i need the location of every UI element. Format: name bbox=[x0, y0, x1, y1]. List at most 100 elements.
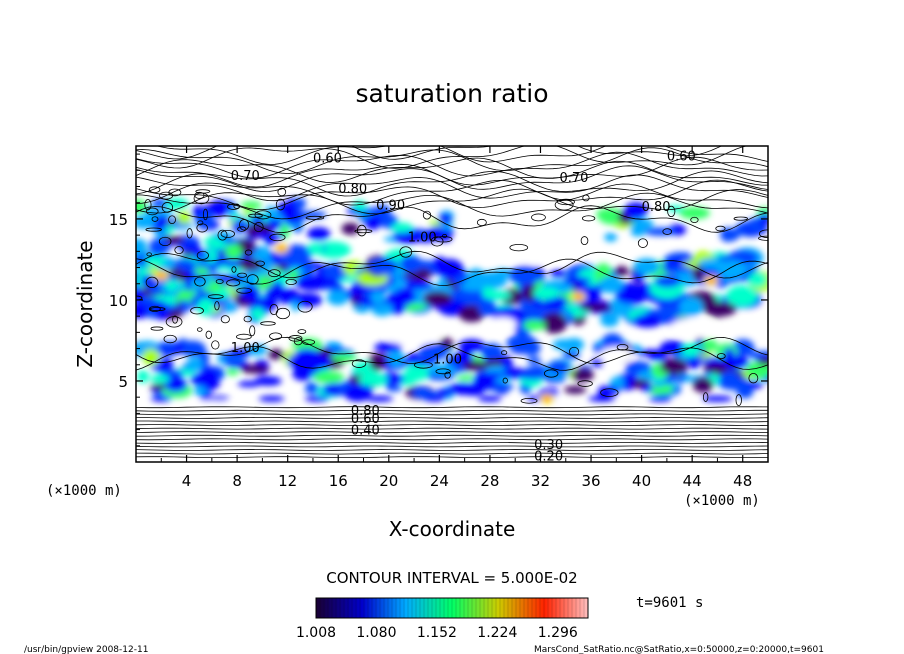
contour-line bbox=[136, 441, 768, 444]
contour-label: 0.80 bbox=[351, 404, 380, 419]
contour-loop bbox=[196, 223, 208, 233]
field-blob bbox=[136, 238, 147, 253]
contour-loop bbox=[145, 227, 162, 232]
field-blob bbox=[736, 385, 754, 399]
field-blob bbox=[163, 304, 179, 312]
field-blob bbox=[702, 363, 729, 373]
contour-label: 0.30 bbox=[534, 438, 563, 453]
contour-loop bbox=[243, 315, 252, 323]
y-axis-ticks: 5 10 15 bbox=[109, 153, 768, 447]
field-blob bbox=[641, 384, 654, 393]
field-blob bbox=[173, 258, 197, 270]
contour-loop bbox=[239, 219, 250, 231]
colorbar-tick-label: 1.008 bbox=[296, 625, 336, 641]
y-tick-label: 15 bbox=[109, 211, 128, 229]
contour-loop bbox=[667, 205, 676, 218]
field-blob bbox=[270, 209, 280, 220]
field-blob bbox=[636, 349, 668, 357]
field-gap bbox=[600, 347, 633, 364]
field-blob bbox=[614, 265, 629, 277]
contour-line bbox=[136, 431, 768, 434]
field-blob bbox=[307, 242, 325, 255]
field-blob bbox=[598, 276, 624, 294]
field-blob bbox=[399, 254, 423, 274]
contour-loop bbox=[275, 198, 286, 211]
contour-line bbox=[136, 406, 768, 409]
contour-line bbox=[136, 434, 768, 437]
contour-loop bbox=[144, 199, 152, 211]
field-blob bbox=[632, 313, 663, 328]
field-blob bbox=[231, 221, 252, 231]
field-blob bbox=[405, 280, 433, 290]
field-blob bbox=[750, 350, 768, 359]
field-blob bbox=[165, 279, 178, 291]
field-blob bbox=[541, 312, 568, 334]
contour-loop bbox=[145, 276, 159, 289]
field-blob bbox=[165, 198, 189, 210]
x-tick-label: 24 bbox=[430, 472, 449, 490]
contour-loop bbox=[715, 225, 726, 232]
contour-loop bbox=[202, 208, 208, 221]
contour-loop bbox=[268, 269, 281, 278]
contour-loop bbox=[285, 278, 297, 285]
contour-line bbox=[136, 409, 768, 412]
contour-loop bbox=[249, 325, 256, 337]
colorbar-tick-label: 1.152 bbox=[417, 625, 457, 641]
contour-loop bbox=[237, 226, 247, 232]
x-tick-label: 28 bbox=[480, 472, 499, 490]
contour-loop bbox=[260, 321, 276, 326]
contour-loop bbox=[190, 306, 204, 315]
field-blob bbox=[630, 218, 654, 230]
contour-loop bbox=[226, 279, 241, 287]
field-blob bbox=[140, 274, 155, 287]
field-blob bbox=[644, 227, 677, 236]
contour-loop bbox=[148, 305, 161, 312]
contour-label: 0.70 bbox=[559, 171, 588, 186]
field-blob bbox=[199, 395, 230, 402]
field-gap bbox=[670, 318, 715, 337]
x-tick-label: 48 bbox=[733, 472, 752, 490]
field-blob bbox=[509, 265, 542, 286]
field-blob bbox=[291, 300, 300, 312]
field-blob bbox=[322, 278, 340, 287]
contour-loop bbox=[211, 340, 220, 350]
field-blob bbox=[184, 275, 193, 292]
field-blob bbox=[192, 248, 206, 259]
contour-line bbox=[136, 179, 768, 206]
contour-line bbox=[136, 151, 768, 179]
field-blob bbox=[390, 222, 413, 233]
field-blob bbox=[343, 384, 372, 402]
field-blob bbox=[196, 279, 211, 287]
contour-loop bbox=[662, 228, 673, 235]
field-blob bbox=[388, 350, 405, 367]
field-blob bbox=[307, 227, 331, 241]
contour-loop bbox=[288, 335, 303, 342]
field-blob bbox=[254, 376, 282, 386]
contour-loop bbox=[520, 398, 538, 404]
field-gap bbox=[488, 317, 517, 332]
contour-loop bbox=[354, 229, 373, 234]
colorbar-tick-label: 1.080 bbox=[356, 625, 396, 641]
field-blob bbox=[660, 358, 688, 375]
field-blob bbox=[604, 232, 618, 242]
contour-line bbox=[136, 156, 768, 183]
contour-label: 0.60 bbox=[667, 150, 696, 165]
field-blob bbox=[292, 367, 313, 381]
field-blob bbox=[633, 258, 660, 275]
contour-loop bbox=[246, 274, 259, 285]
footer-right: MarsCond_SatRatio.nc@SatRatio,x=0:50000,… bbox=[534, 645, 824, 654]
field-blob bbox=[543, 295, 568, 309]
contour-loop bbox=[500, 350, 508, 356]
field-blob bbox=[472, 371, 496, 390]
contour-lines bbox=[136, 146, 768, 458]
field-blob bbox=[212, 241, 228, 250]
contour-loop bbox=[277, 187, 287, 197]
contour-loop bbox=[227, 203, 240, 210]
colorbar-tick-label: 1.296 bbox=[538, 625, 578, 641]
contour-loop bbox=[158, 191, 174, 200]
contour-label: 1.00 bbox=[408, 231, 437, 246]
contour-loop bbox=[269, 233, 286, 242]
contour-loop bbox=[254, 210, 272, 220]
contour-loop bbox=[158, 236, 172, 247]
contour-loop bbox=[758, 235, 768, 241]
